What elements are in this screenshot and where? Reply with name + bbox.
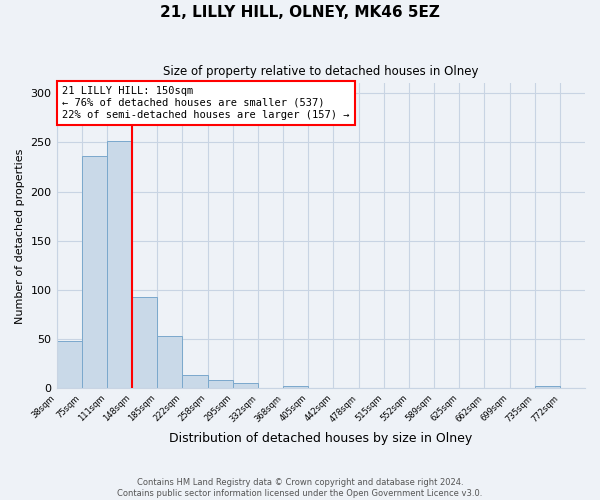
Title: Size of property relative to detached houses in Olney: Size of property relative to detached ho… [163, 65, 479, 78]
X-axis label: Distribution of detached houses by size in Olney: Distribution of detached houses by size … [169, 432, 472, 445]
Bar [233, 384, 258, 388]
Bar [132, 297, 157, 388]
Bar [208, 380, 233, 388]
Bar [107, 142, 132, 388]
Text: 21, LILLY HILL, OLNEY, MK46 5EZ: 21, LILLY HILL, OLNEY, MK46 5EZ [160, 5, 440, 20]
Text: 21 LILLY HILL: 150sqm
← 76% of detached houses are smaller (537)
22% of semi-det: 21 LILLY HILL: 150sqm ← 76% of detached … [62, 86, 349, 120]
Bar [535, 386, 560, 388]
Bar [82, 156, 107, 388]
Bar [283, 386, 308, 388]
Y-axis label: Number of detached properties: Number of detached properties [15, 148, 25, 324]
Bar [56, 341, 82, 388]
Bar [182, 374, 208, 388]
Bar [157, 336, 182, 388]
Text: Contains HM Land Registry data © Crown copyright and database right 2024.
Contai: Contains HM Land Registry data © Crown c… [118, 478, 482, 498]
